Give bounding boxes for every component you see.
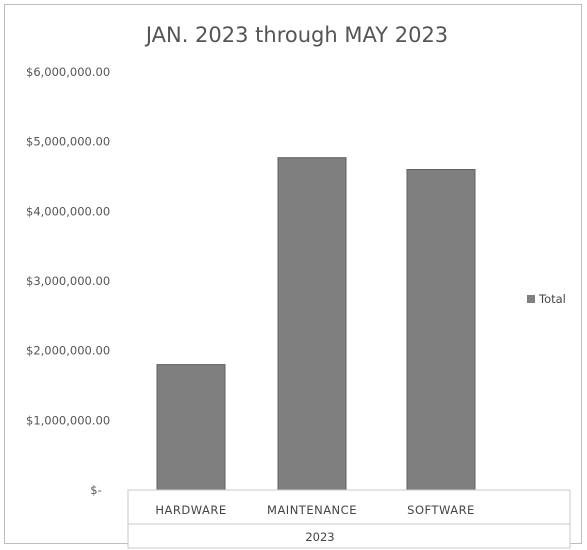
category-labels: HARDWARE MAINTENANCE SOFTWARE	[155, 503, 474, 517]
legend-label: Total	[538, 292, 566, 306]
legend: Total	[527, 292, 566, 306]
category-label: HARDWARE	[155, 503, 226, 517]
y-tick-label: $1,000,000.00	[26, 413, 110, 427]
y-tick-label: $2,000,000.00	[26, 344, 110, 358]
group-label: 2023	[305, 530, 334, 544]
x-axis: HARDWARE MAINTENANCE SOFTWARE 2023	[127, 489, 571, 549]
bar-maintenance	[277, 157, 347, 491]
legend-swatch	[527, 295, 535, 303]
chart-title: JAN. 2023 through MAY 2023	[144, 23, 448, 47]
y-tick-label: $6,000,000.00	[26, 65, 110, 79]
y-tick-label: $4,000,000.00	[26, 204, 110, 218]
category-label: MAINTENANCE	[267, 503, 357, 517]
bar-software	[406, 169, 476, 491]
category-label: SOFTWARE	[407, 503, 475, 517]
y-tick-label: $3,000,000.00	[26, 274, 110, 288]
y-tick-label: $5,000,000.00	[26, 135, 110, 149]
bars	[156, 157, 476, 491]
bar-hardware	[156, 364, 226, 491]
y-axis-ticks: $- $1,000,000.00 $2,000,000.00 $3,000,000.0…	[26, 65, 110, 497]
category-axis-box	[127, 489, 571, 549]
y-tick-label: $-	[90, 483, 101, 497]
